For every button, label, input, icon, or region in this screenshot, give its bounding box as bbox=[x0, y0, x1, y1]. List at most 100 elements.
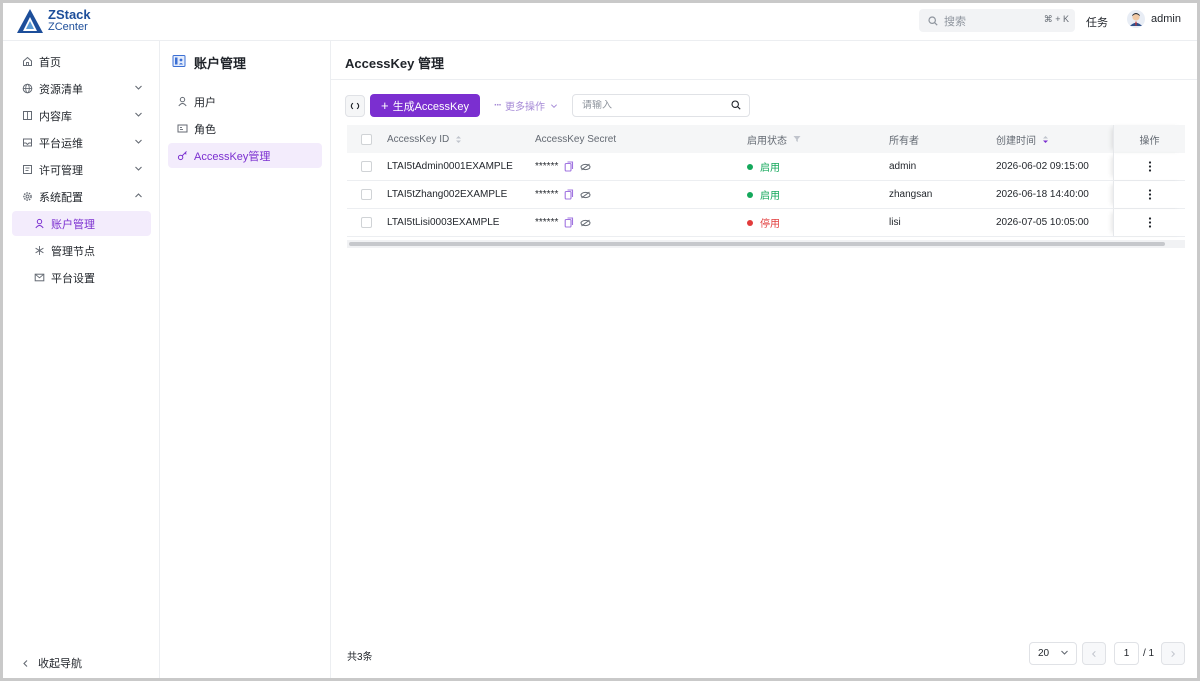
sidebar-item-license[interactable]: 许可管理 bbox=[12, 157, 151, 182]
sidebar-item-label: 系统配置 bbox=[39, 191, 83, 204]
eye-off-icon[interactable] bbox=[580, 219, 591, 227]
sidebar-item-account-management[interactable]: 账户管理 bbox=[12, 211, 151, 236]
sidebar-item-management-nodes[interactable]: 管理节点 bbox=[12, 238, 151, 263]
next-page-button[interactable] bbox=[1161, 642, 1185, 665]
copy-icon[interactable] bbox=[564, 189, 574, 200]
column-header-actions: 操作 bbox=[1113, 125, 1185, 153]
chevron-down-icon bbox=[134, 83, 143, 95]
sort-icon[interactable] bbox=[455, 135, 462, 144]
prev-page-button[interactable] bbox=[1082, 642, 1106, 665]
table-toolbar: + 生成AccessKey ··· 更多操作 bbox=[345, 94, 751, 117]
owner: lisi bbox=[889, 217, 901, 228]
row-actions-button[interactable] bbox=[1113, 153, 1185, 180]
select-all-checkbox[interactable] bbox=[361, 125, 372, 153]
table-header: AccessKey ID AccessKey Secret 启用状态 所有者 创… bbox=[347, 125, 1185, 153]
column-header-status[interactable]: 启用状态 bbox=[747, 125, 801, 153]
sidebar-item-content-library[interactable]: 内容库 bbox=[12, 103, 151, 128]
owner: admin bbox=[889, 161, 917, 172]
sort-icon[interactable] bbox=[1042, 135, 1049, 144]
username: admin bbox=[1151, 13, 1181, 25]
global-search[interactable]: 搜索 ⌘ + K bbox=[919, 9, 1075, 32]
column-header-label: 创建时间 bbox=[996, 135, 1036, 147]
row-actions-button[interactable] bbox=[1113, 209, 1185, 236]
globe-icon bbox=[21, 83, 33, 95]
chevron-down-icon bbox=[134, 164, 143, 176]
accesskey-secret-cell: ****** bbox=[535, 153, 591, 180]
column-header-created[interactable]: 创建时间 bbox=[996, 125, 1049, 153]
chevron-down-icon bbox=[134, 110, 143, 122]
snowflake-icon bbox=[33, 245, 45, 257]
key-icon bbox=[177, 150, 188, 161]
status-dot-icon bbox=[747, 163, 753, 170]
accesskey-secret: ****** bbox=[535, 161, 559, 172]
accesskey-table: AccessKey ID AccessKey Secret 启用状态 所有者 创… bbox=[347, 125, 1185, 248]
subnav-item-accesskey[interactable]: AccessKey管理 bbox=[168, 143, 322, 168]
search-shortcut: ⌘ + K bbox=[1043, 14, 1069, 24]
logo-line2: ZCenter bbox=[48, 21, 88, 33]
generate-accesskey-label: 生成AccessKey bbox=[392, 100, 470, 113]
row-checkbox[interactable] bbox=[361, 153, 372, 180]
sidebar-item-label: 内容库 bbox=[39, 110, 72, 123]
refresh-button[interactable] bbox=[345, 94, 365, 117]
column-header-id[interactable]: AccessKey ID bbox=[387, 125, 462, 153]
sidebar-item-label: 管理节点 bbox=[51, 245, 95, 258]
more-actions-dropdown[interactable]: ··· 更多操作 bbox=[494, 98, 558, 113]
subnav-item-roles[interactable]: 角色 bbox=[168, 116, 322, 141]
subnav-item-label: 角色 bbox=[194, 123, 216, 136]
logo-line1: ZStack bbox=[48, 7, 91, 22]
eye-off-icon[interactable] bbox=[580, 191, 591, 199]
created-time: 2026-07-05 10:05:00 bbox=[996, 217, 1089, 228]
refresh-icon bbox=[350, 102, 360, 109]
status-text: 启用 bbox=[760, 163, 780, 174]
chevron-down-icon bbox=[1061, 650, 1068, 655]
current-page-input[interactable]: 1 bbox=[1114, 642, 1139, 665]
secondary-nav-title: 账户管理 bbox=[172, 53, 246, 72]
sidebar-item-system-config[interactable]: 系统配置 bbox=[12, 184, 151, 209]
table-row[interactable]: LTAI5tZhang002EXAMPLE ****** 启用 zhangsan… bbox=[347, 181, 1185, 209]
table-search bbox=[572, 94, 751, 117]
column-header-owner: 所有者 bbox=[889, 125, 919, 153]
mail-icon bbox=[33, 272, 45, 284]
chevron-left-icon bbox=[23, 659, 28, 667]
row-checkbox[interactable] bbox=[361, 209, 372, 236]
generate-accesskey-button[interactable]: + 生成AccessKey bbox=[370, 94, 481, 117]
filter-icon[interactable] bbox=[793, 135, 801, 143]
sidebar-item-platform-settings[interactable]: 平台设置 bbox=[12, 265, 151, 290]
collapse-nav-button[interactable]: 收起导航 bbox=[21, 655, 82, 671]
copy-icon[interactable] bbox=[564, 217, 574, 228]
sidebar-item-resources[interactable]: 资源清单 bbox=[12, 76, 151, 101]
status-dot-icon bbox=[747, 219, 753, 226]
sidebar-item-label: 平台设置 bbox=[51, 272, 95, 285]
horizontal-scrollbar[interactable] bbox=[349, 242, 1165, 246]
table-row[interactable]: LTAI5tAdmin0001EXAMPLE ****** 启用 admin 2… bbox=[347, 153, 1185, 181]
accesskey-id: LTAI5tAdmin0001EXAMPLE bbox=[387, 161, 513, 172]
sidebar-item-home[interactable]: 首页 bbox=[12, 49, 151, 74]
chevron-down-icon bbox=[551, 103, 558, 108]
page-size-value: 20 bbox=[1038, 648, 1050, 659]
table-row[interactable]: LTAI5tLisi0003EXAMPLE ****** 停用 lisi 202… bbox=[347, 209, 1185, 237]
table-search-input[interactable] bbox=[582, 100, 723, 111]
avatar bbox=[1127, 10, 1145, 28]
status-text: 停用 bbox=[760, 219, 780, 230]
row-actions-button[interactable] bbox=[1113, 181, 1185, 208]
subnav-item-users[interactable]: 用户 bbox=[168, 89, 322, 114]
more-vertical-icon bbox=[1148, 217, 1151, 228]
logo[interactable]: ZStack ZCenter bbox=[16, 8, 91, 34]
status-badge: 停用 bbox=[747, 209, 780, 236]
created-time: 2026-06-18 14:40:00 bbox=[996, 189, 1089, 200]
eye-off-icon[interactable] bbox=[580, 163, 591, 171]
column-header-label: 操作 bbox=[1139, 135, 1160, 147]
owner: zhangsan bbox=[889, 189, 933, 200]
column-header-label: 所有者 bbox=[889, 135, 919, 147]
tasks-link[interactable]: 任务 bbox=[1086, 17, 1108, 29]
user-menu[interactable]: admin bbox=[1127, 10, 1181, 28]
top-bar: ZStack ZCenter 搜索 ⌘ + K 任务 admin bbox=[3, 3, 1197, 41]
sidebar-item-platform-ops[interactable]: 平台运维 bbox=[12, 130, 151, 155]
copy-icon[interactable] bbox=[564, 161, 574, 172]
page-size-select[interactable]: 20 bbox=[1029, 642, 1077, 665]
accesskey-secret-cell: ****** bbox=[535, 181, 591, 208]
row-checkbox[interactable] bbox=[361, 181, 372, 208]
total-count: 共3条 bbox=[347, 652, 373, 663]
search-icon[interactable] bbox=[731, 100, 741, 110]
